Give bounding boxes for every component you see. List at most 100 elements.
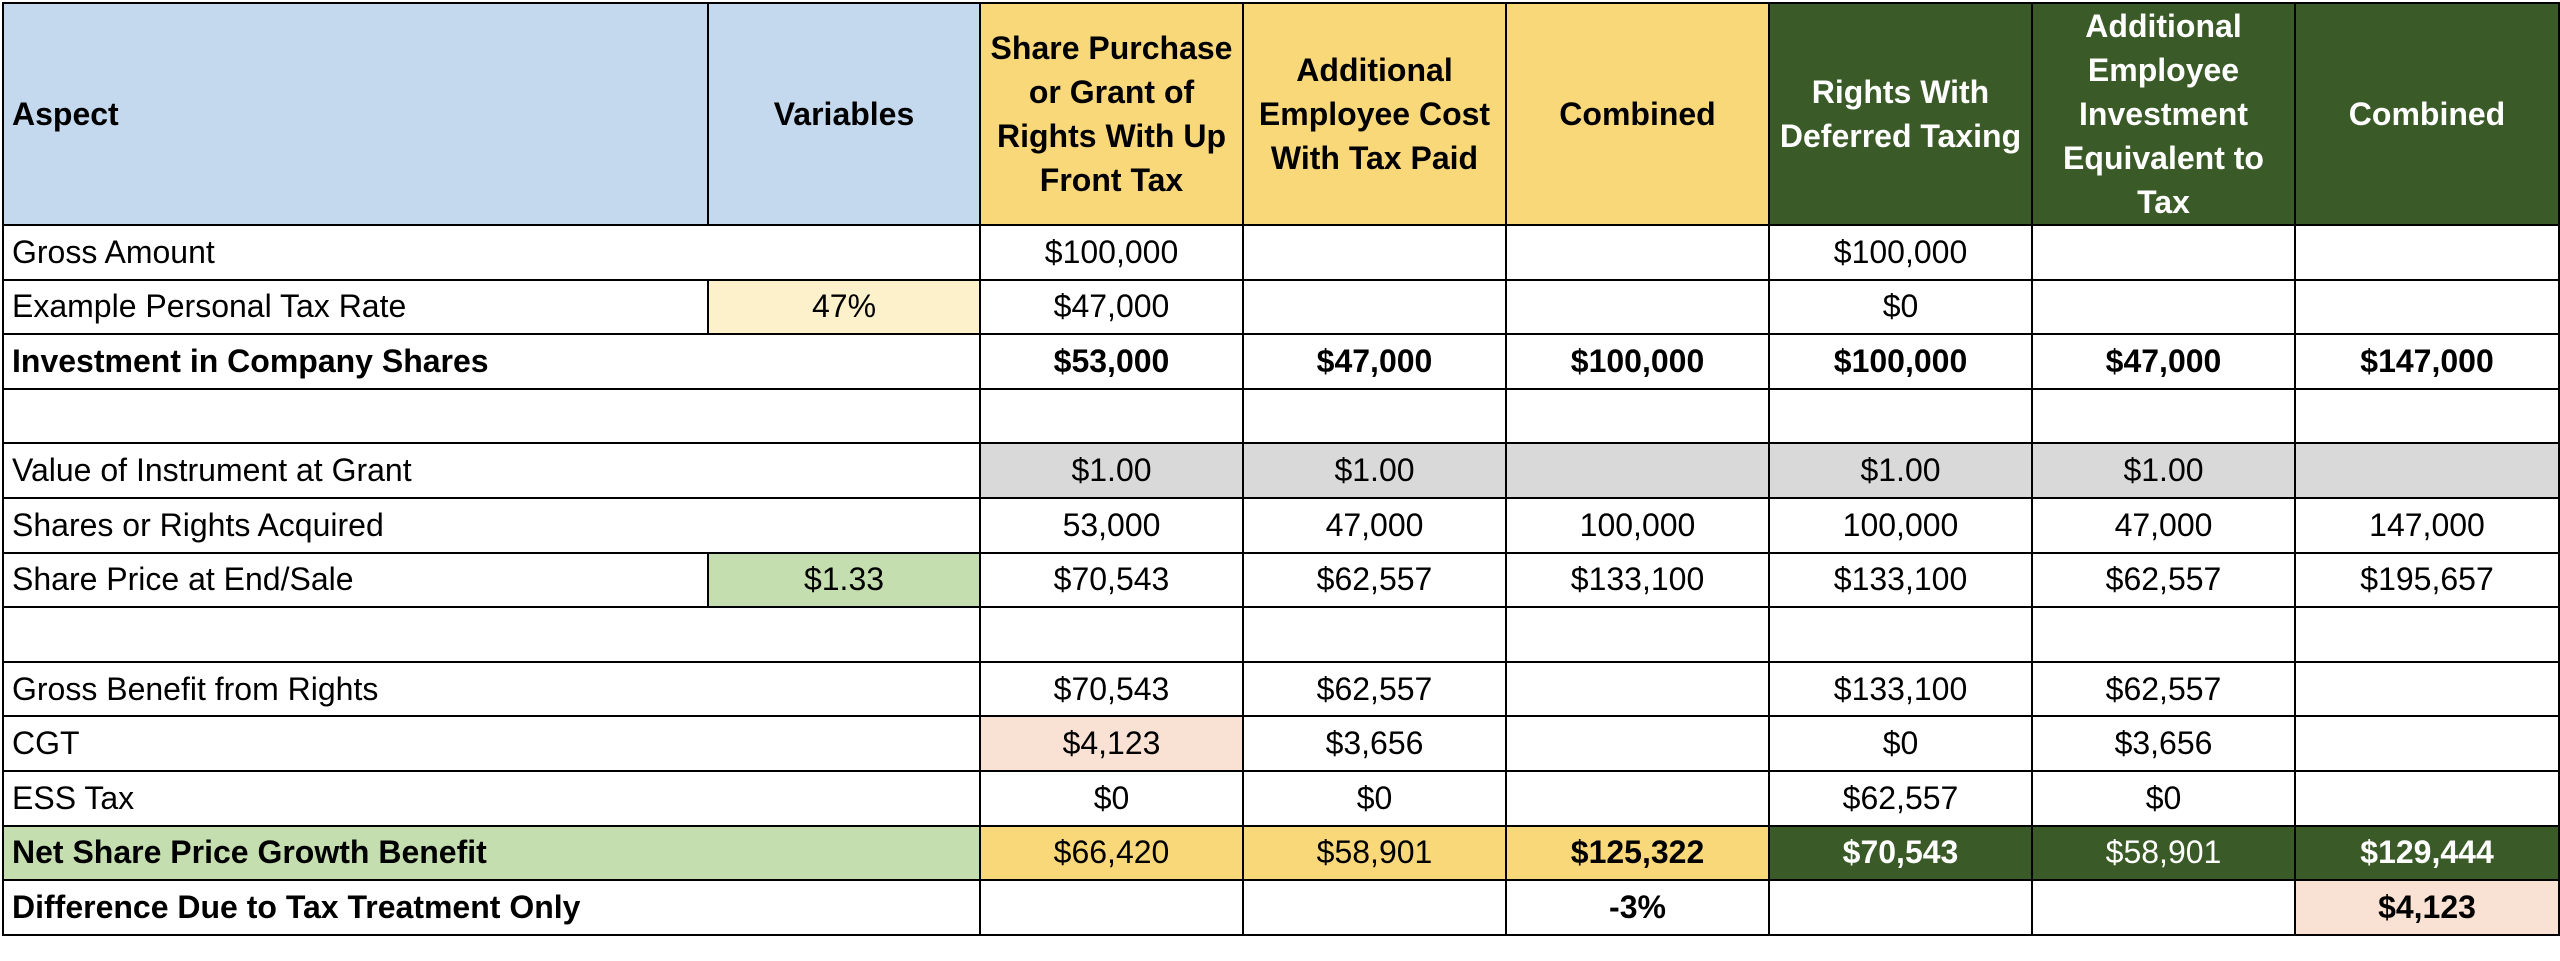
header-upfront-tax: Share Purchase or Grant of Rights With U…	[979, 2, 1244, 226]
row-difference: Difference Due to Tax Treatment Only -3%…	[2, 879, 2560, 936]
row-label: Difference Due to Tax Treatment Only	[2, 879, 708, 936]
cell: $66,420	[979, 824, 1244, 882]
variable-cell	[708, 715, 981, 772]
cell: $125,322	[1505, 824, 1770, 882]
header-aspect: Aspect	[2, 2, 709, 226]
cell	[2294, 715, 2560, 772]
row-shares-acquired: Shares or Rights Acquired 53,000 47,000 …	[2, 496, 2560, 554]
cell: $133,100	[1505, 551, 1770, 609]
spacer-cell	[708, 387, 981, 445]
cell: $0	[979, 769, 1244, 827]
cell: 47,000	[2031, 496, 2296, 554]
cell	[1242, 278, 1507, 336]
variable-cell	[708, 879, 981, 936]
cell: 147,000	[2294, 496, 2560, 554]
cell	[1505, 769, 1770, 827]
cell: 47,000	[1242, 496, 1507, 554]
cell	[1242, 224, 1507, 281]
cell: $70,543	[1768, 824, 2033, 882]
cell: $100,000	[1768, 224, 2033, 281]
spacer-cell	[979, 606, 1244, 663]
variable-cell	[708, 769, 981, 827]
variable-cell	[708, 224, 981, 281]
cell	[2294, 278, 2560, 336]
cell	[1242, 879, 1507, 936]
cell: $62,557	[1768, 769, 2033, 827]
cell: $133,100	[1768, 660, 2033, 718]
spacer-cell	[1505, 606, 1770, 663]
cell	[1505, 224, 1770, 281]
variable-cell	[708, 660, 981, 718]
cell: $100,000	[1505, 333, 1770, 390]
cell	[2031, 224, 2296, 281]
cell: $147,000	[2294, 333, 2560, 390]
cell: $58,901	[2031, 824, 2296, 882]
cell: $129,444	[2294, 824, 2560, 882]
cell: $1.00	[1242, 442, 1507, 499]
variable-share-price[interactable]: $1.33	[707, 551, 981, 609]
row-net-benefit: Net Share Price Growth Benefit $66,420 $…	[2, 824, 2560, 882]
cell: 100,000	[1505, 496, 1770, 554]
spacer-cell	[2, 606, 708, 663]
spacer-cell	[2031, 387, 2296, 445]
cell: $47,000	[979, 278, 1244, 336]
cell	[2294, 442, 2560, 499]
spacer-cell	[2294, 387, 2560, 445]
row-ess-tax: ESS Tax $0 $0 $62,557 $0	[2, 769, 2560, 827]
cell: $3,656	[2031, 715, 2296, 772]
spacer-cell	[979, 387, 1244, 445]
header-deferred: Rights With Deferred Taxing	[1768, 2, 2033, 226]
header-additional-investment: Additional Employee Investment Equivalen…	[2031, 2, 2296, 226]
spacer-cell	[1505, 387, 1770, 445]
cell: $0	[1768, 715, 2033, 772]
cell: $100,000	[1768, 333, 2033, 390]
row-label: Gross Benefit from Rights	[2, 660, 708, 718]
row-label: Investment in Company Shares	[2, 333, 708, 390]
row-label: Example Personal Tax Rate	[2, 278, 709, 336]
variable-cell	[708, 333, 981, 390]
cell	[1505, 660, 1770, 718]
row-tax-rate: Example Personal Tax Rate 47% $47,000 $0	[2, 278, 2560, 336]
spacer-cell	[2294, 606, 2560, 663]
row-label: Gross Amount	[2, 224, 708, 281]
cell: $62,557	[2031, 551, 2296, 609]
header-additional-cost: Additional Employee Cost With Tax Paid	[1242, 2, 1507, 226]
cell: $133,100	[1768, 551, 2033, 609]
header-combined-upfront: Combined	[1505, 2, 1770, 226]
variable-tax-rate[interactable]: 47%	[707, 278, 981, 336]
cell	[1768, 879, 2033, 936]
variable-cell	[708, 824, 981, 882]
row-label: Shares or Rights Acquired	[2, 496, 708, 554]
cell: $1.00	[2031, 442, 2296, 499]
tax-comparison-table: Aspect Variables Share Purchase or Grant…	[2, 2, 2560, 936]
cell	[2031, 879, 2296, 936]
cell: $3,656	[1242, 715, 1507, 772]
header-combined-deferred: Combined	[2294, 2, 2560, 226]
spacer-cell	[1242, 606, 1507, 663]
row-instrument-value: Value of Instrument at Grant $1.00 $1.00…	[2, 442, 2560, 499]
cell: $1.00	[979, 442, 1244, 499]
cell: $0	[1242, 769, 1507, 827]
cell	[2294, 224, 2560, 281]
row-label: Net Share Price Growth Benefit	[2, 824, 708, 882]
cell: $58,901	[1242, 824, 1507, 882]
cell: $1.00	[1768, 442, 2033, 499]
row-spacer	[2, 387, 2560, 445]
cell	[2294, 660, 2560, 718]
row-label: ESS Tax	[2, 769, 708, 827]
cell: $47,000	[2031, 333, 2296, 390]
cell: $53,000	[979, 333, 1244, 390]
row-cgt: CGT $4,123 $3,656 $0 $3,656	[2, 715, 2560, 772]
row-gross-benefit: Gross Benefit from Rights $70,543 $62,55…	[2, 660, 2560, 718]
cell: $62,557	[1242, 660, 1507, 718]
cell: $0	[2031, 769, 2296, 827]
row-label: Value of Instrument at Grant	[2, 442, 708, 499]
row-label: CGT	[2, 715, 708, 772]
variable-cell	[708, 496, 981, 554]
cell	[2031, 278, 2296, 336]
cell: $47,000	[1242, 333, 1507, 390]
cell	[1505, 442, 1770, 499]
cell: $62,557	[2031, 660, 2296, 718]
cell: $195,657	[2294, 551, 2560, 609]
row-investment: Investment in Company Shares $53,000 $47…	[2, 333, 2560, 390]
